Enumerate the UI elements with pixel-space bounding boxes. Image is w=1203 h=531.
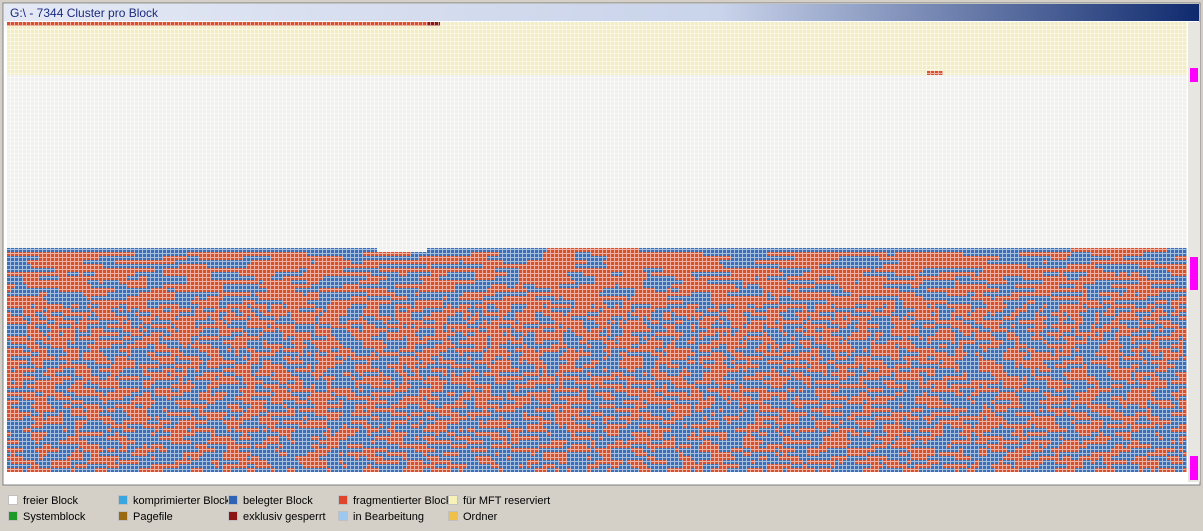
legend-label: für MFT reserviert (463, 495, 551, 507)
legend-item: Systemblock (8, 511, 85, 523)
scrollbar[interactable] (1188, 22, 1200, 482)
legend-item: Ordner (448, 511, 497, 523)
legend-label: exklusiv gesperrt (243, 511, 326, 523)
legend-item: exklusiv gesperrt (228, 511, 326, 523)
legend-label: belegter Block (243, 495, 313, 507)
legend-swatch (8, 495, 18, 505)
cell-grid (7, 22, 1187, 474)
legend-swatch (338, 511, 348, 521)
legend-swatch (118, 495, 128, 505)
legend-label: fragmentierter Block (353, 495, 452, 507)
legend-label: Systemblock (23, 511, 86, 523)
block-map (2, 2, 1201, 486)
legend-swatch (8, 511, 18, 521)
legend-item: freier Block (8, 495, 78, 507)
legend-swatch (448, 495, 458, 505)
legend-item: Pagefile (118, 511, 173, 523)
legend-item: in Bearbeitung (338, 511, 424, 523)
legend-swatch (228, 511, 238, 521)
window-title: G:\ - 7344 Cluster pro Block (10, 6, 159, 20)
legend-swatch (338, 495, 348, 505)
legend-item: komprimierter Block (118, 495, 230, 507)
title-bar: G:\ - 7344 Cluster pro Block (4, 4, 1199, 21)
legend-item: für MFT reserviert (448, 495, 550, 507)
legend-swatch (448, 511, 458, 521)
legend-item: fragmentierter Block (338, 495, 451, 507)
legend-swatch (118, 511, 128, 521)
legend-swatch (228, 495, 238, 505)
legend-label: Pagefile (133, 511, 173, 523)
legend-label: Ordner (463, 511, 498, 523)
legend-label: in Bearbeitung (353, 511, 424, 523)
legend-label: freier Block (23, 495, 79, 507)
legend-item: belegter Block (228, 495, 313, 507)
legend-label: komprimierter Block (133, 495, 231, 507)
scroll-marker (1190, 68, 1198, 82)
scroll-marker (1190, 257, 1198, 290)
scroll-marker (1190, 456, 1198, 480)
